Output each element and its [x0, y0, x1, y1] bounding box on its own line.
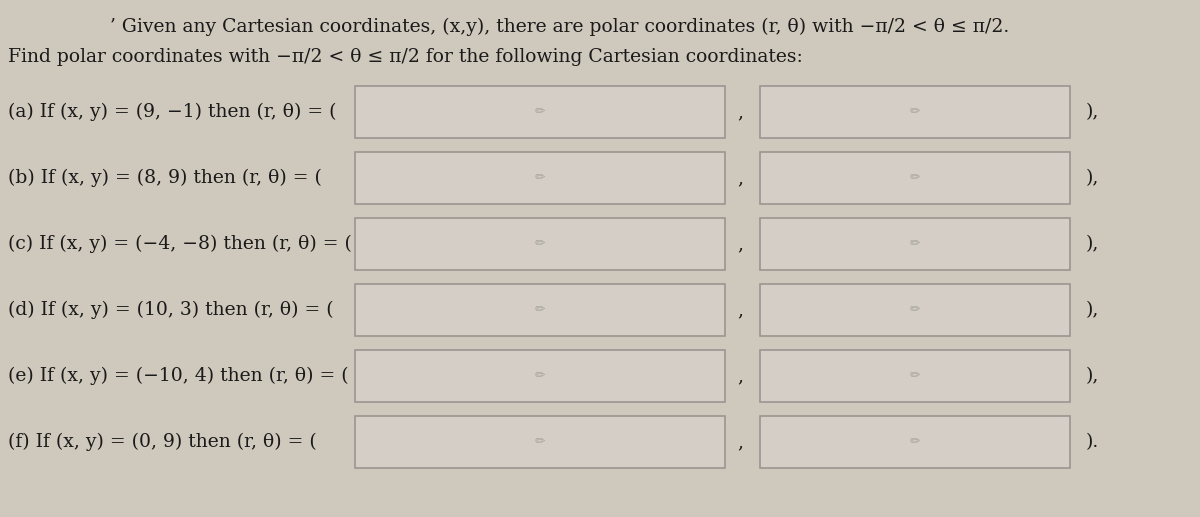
Bar [760, 152, 1070, 204]
Text: ,: , [737, 301, 743, 319]
Text: Find polar coordinates with −π/2 < θ ≤ π/2 for the following Cartesian coordinat: Find polar coordinates with −π/2 < θ ≤ π… [8, 48, 803, 66]
Bar [760, 284, 1070, 336]
Bar [355, 218, 725, 270]
Text: ✏: ✏ [535, 237, 545, 251]
Text: ),: ), [1086, 103, 1099, 121]
Text: ,: , [737, 433, 743, 451]
Text: (c) If (x, y) = (−4, −8) then (r, θ) = (: (c) If (x, y) = (−4, −8) then (r, θ) = ( [8, 235, 352, 253]
Bar [355, 284, 725, 336]
Text: (b) If (x, y) = (8, 9) then (r, θ) = (: (b) If (x, y) = (8, 9) then (r, θ) = ( [8, 169, 322, 187]
Text: (a) If (x, y) = (9, −1) then (r, θ) = (: (a) If (x, y) = (9, −1) then (r, θ) = ( [8, 103, 336, 121]
Text: ✏: ✏ [910, 172, 920, 185]
Text: ✏: ✏ [910, 237, 920, 251]
Bar [760, 86, 1070, 138]
Bar [760, 416, 1070, 468]
Text: ,: , [737, 169, 743, 187]
Text: (d) If (x, y) = (10, 3) then (r, θ) = (: (d) If (x, y) = (10, 3) then (r, θ) = ( [8, 301, 334, 319]
Text: ,: , [737, 103, 743, 121]
Text: ✏: ✏ [910, 303, 920, 316]
Text: (e) If (x, y) = (−10, 4) then (r, θ) = (: (e) If (x, y) = (−10, 4) then (r, θ) = ( [8, 367, 349, 385]
Text: ,: , [737, 235, 743, 253]
Text: ),: ), [1086, 235, 1099, 253]
Text: (f) If (x, y) = (0, 9) then (r, θ) = (: (f) If (x, y) = (0, 9) then (r, θ) = ( [8, 433, 317, 451]
Bar [760, 350, 1070, 402]
Text: ),: ), [1086, 367, 1099, 385]
Text: ✏: ✏ [535, 303, 545, 316]
Text: ),: ), [1086, 169, 1099, 187]
Text: ✏: ✏ [535, 435, 545, 449]
Text: ✏: ✏ [535, 370, 545, 383]
Bar [355, 152, 725, 204]
Text: ✏: ✏ [910, 435, 920, 449]
Text: ✏: ✏ [910, 105, 920, 118]
Text: ✏: ✏ [535, 105, 545, 118]
Bar [355, 86, 725, 138]
Bar [355, 416, 725, 468]
Text: ,: , [737, 367, 743, 385]
Text: ✏: ✏ [535, 172, 545, 185]
Text: ✏: ✏ [910, 370, 920, 383]
Bar [760, 218, 1070, 270]
Text: ’ Given any Cartesian coordinates, (x,y), there are polar coordinates (r, θ) wit: ’ Given any Cartesian coordinates, (x,y)… [80, 18, 1009, 36]
Text: ).: ). [1086, 433, 1099, 451]
Bar [355, 350, 725, 402]
Text: ),: ), [1086, 301, 1099, 319]
